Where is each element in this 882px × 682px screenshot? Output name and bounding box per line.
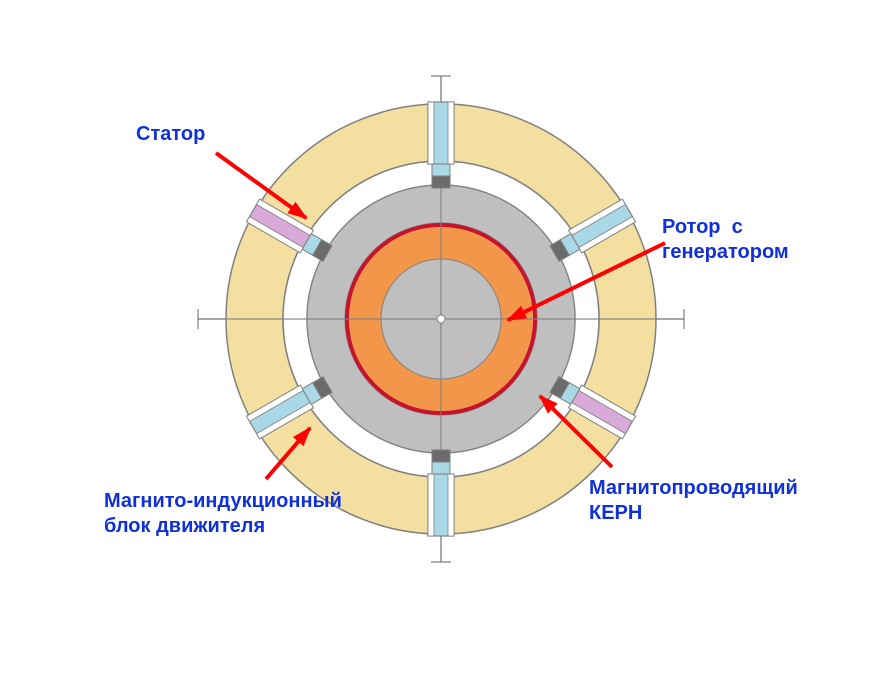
label-kern: Магнитопроводящий КЕРН	[589, 476, 798, 526]
outer-block-0	[428, 102, 454, 164]
diagram-svg	[0, 0, 882, 682]
label-rotor: Ротор с генератором	[662, 215, 789, 265]
inner-block-0	[432, 164, 450, 188]
inner-block-3	[432, 450, 450, 474]
label-stator: Статор	[136, 122, 205, 147]
label-mag-block: Магнито-индукционный блок движителя	[104, 489, 342, 539]
outer-block-3	[428, 474, 454, 536]
center-dot	[437, 315, 445, 323]
